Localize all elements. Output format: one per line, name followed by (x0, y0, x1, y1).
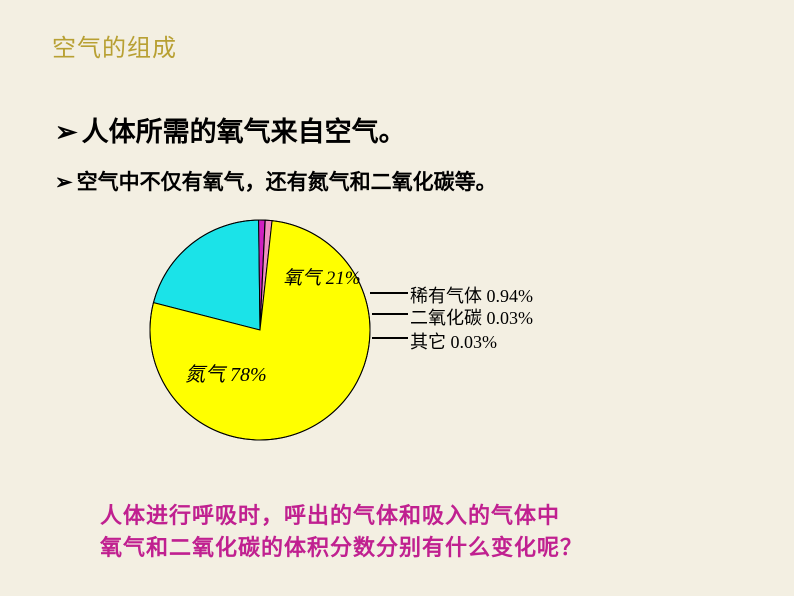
leader-line (372, 337, 408, 339)
oxygen-label: 氧气 21% (283, 263, 361, 290)
nitrogen-label: 氮气 78% (185, 358, 267, 387)
leader-line (370, 292, 408, 294)
bullet-1-text: 人体所需的氧气来自空气。 (82, 117, 406, 147)
page-title: 空气的组成 (52, 28, 177, 63)
bullet-arrow-2: ➢ (55, 170, 73, 195)
bullet-2-text: 空气中不仅有氧气，还有氮气和二氧化碳等。 (77, 170, 497, 194)
leader-line (372, 313, 408, 315)
question-line-2: 氧气和二氧化碳的体积分数分别有什么变化呢？ (100, 535, 583, 560)
air-composition-chart: 氮气 78% 氧气 21% 稀有气体 0.94% 二氧化碳 0.03% 其它 0… (130, 200, 630, 460)
pie-chart-svg (130, 200, 390, 460)
question-line-1: 人体进行呼吸时，呼出的气体和吸入的气体中 (100, 503, 560, 528)
co2-label: 二氧化碳 0.03% (410, 304, 533, 330)
bullet-2: ➢空气中不仅有氧气，还有氮气和二氧化碳等。 (55, 166, 497, 196)
bullet-arrow-1: ➢ (55, 117, 78, 148)
other-label: 其它 0.03% (410, 328, 497, 354)
bullet-1: ➢人体所需的氧气来自空气。 (55, 110, 406, 149)
question-text: 人体进行呼吸时，呼出的气体和吸入的气体中 氧气和二氧化碳的体积分数分别有什么变化… (100, 500, 583, 564)
